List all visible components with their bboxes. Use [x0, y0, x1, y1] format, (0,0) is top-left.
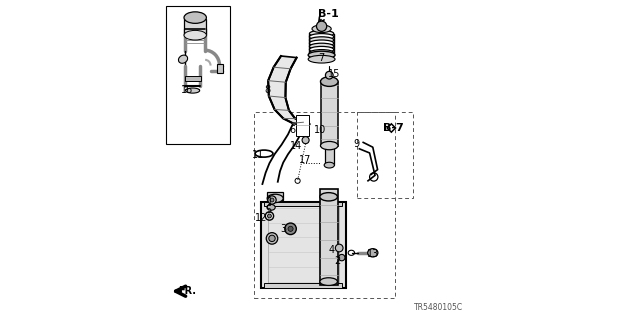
Bar: [321, 82, 339, 146]
Ellipse shape: [308, 55, 335, 63]
Circle shape: [270, 198, 274, 202]
Text: 9: 9: [354, 139, 360, 149]
Ellipse shape: [310, 34, 334, 40]
Ellipse shape: [324, 162, 334, 168]
Text: 4: 4: [328, 244, 334, 255]
Circle shape: [269, 235, 275, 242]
Ellipse shape: [184, 30, 206, 40]
Text: FR.: FR.: [178, 286, 196, 296]
Bar: [184, 76, 201, 81]
Bar: [254, 112, 396, 298]
Ellipse shape: [310, 30, 334, 37]
Bar: [264, 202, 342, 206]
Text: B-1: B-1: [317, 9, 339, 20]
Circle shape: [285, 223, 296, 235]
Bar: [357, 112, 413, 198]
Ellipse shape: [310, 37, 334, 43]
Ellipse shape: [179, 55, 188, 63]
Circle shape: [266, 233, 278, 244]
Bar: [325, 144, 334, 165]
Text: 3: 3: [280, 224, 286, 234]
Text: 11: 11: [252, 150, 264, 160]
Bar: [268, 192, 283, 200]
Circle shape: [302, 137, 309, 144]
Text: 5: 5: [265, 204, 271, 215]
Bar: [264, 283, 342, 288]
Ellipse shape: [320, 193, 337, 201]
Ellipse shape: [186, 88, 200, 93]
Ellipse shape: [310, 40, 334, 46]
Text: 17: 17: [300, 155, 312, 165]
Ellipse shape: [367, 249, 378, 257]
Ellipse shape: [320, 278, 337, 285]
Ellipse shape: [312, 25, 332, 33]
Bar: [184, 19, 206, 35]
Circle shape: [268, 214, 271, 218]
Bar: [320, 189, 338, 285]
Text: 2: 2: [335, 256, 340, 266]
Circle shape: [268, 196, 276, 204]
Bar: [261, 202, 346, 288]
Bar: [296, 115, 309, 136]
Circle shape: [326, 71, 333, 79]
Text: 16: 16: [181, 84, 193, 95]
Circle shape: [288, 226, 293, 231]
Text: B-7: B-7: [383, 123, 404, 133]
Ellipse shape: [310, 50, 334, 56]
Circle shape: [339, 254, 345, 261]
Ellipse shape: [184, 12, 206, 23]
Ellipse shape: [321, 77, 338, 86]
Circle shape: [317, 21, 327, 31]
Circle shape: [335, 244, 343, 252]
Ellipse shape: [321, 141, 338, 150]
Ellipse shape: [308, 51, 335, 59]
Text: 7: 7: [319, 52, 324, 63]
Text: 8: 8: [264, 84, 270, 95]
Bar: [166, 6, 230, 144]
Text: 13: 13: [367, 249, 379, 260]
Ellipse shape: [267, 204, 275, 210]
Bar: [217, 64, 223, 73]
Polygon shape: [268, 56, 310, 125]
Text: 6: 6: [290, 124, 296, 135]
Ellipse shape: [310, 43, 334, 50]
Text: 15: 15: [328, 68, 340, 79]
Text: 14: 14: [290, 140, 302, 151]
Text: 1: 1: [268, 196, 273, 207]
Ellipse shape: [268, 194, 283, 203]
Text: 12: 12: [255, 213, 267, 223]
Ellipse shape: [310, 46, 334, 53]
Text: 10: 10: [314, 124, 326, 135]
Text: TR5480105C: TR5480105C: [414, 303, 463, 312]
